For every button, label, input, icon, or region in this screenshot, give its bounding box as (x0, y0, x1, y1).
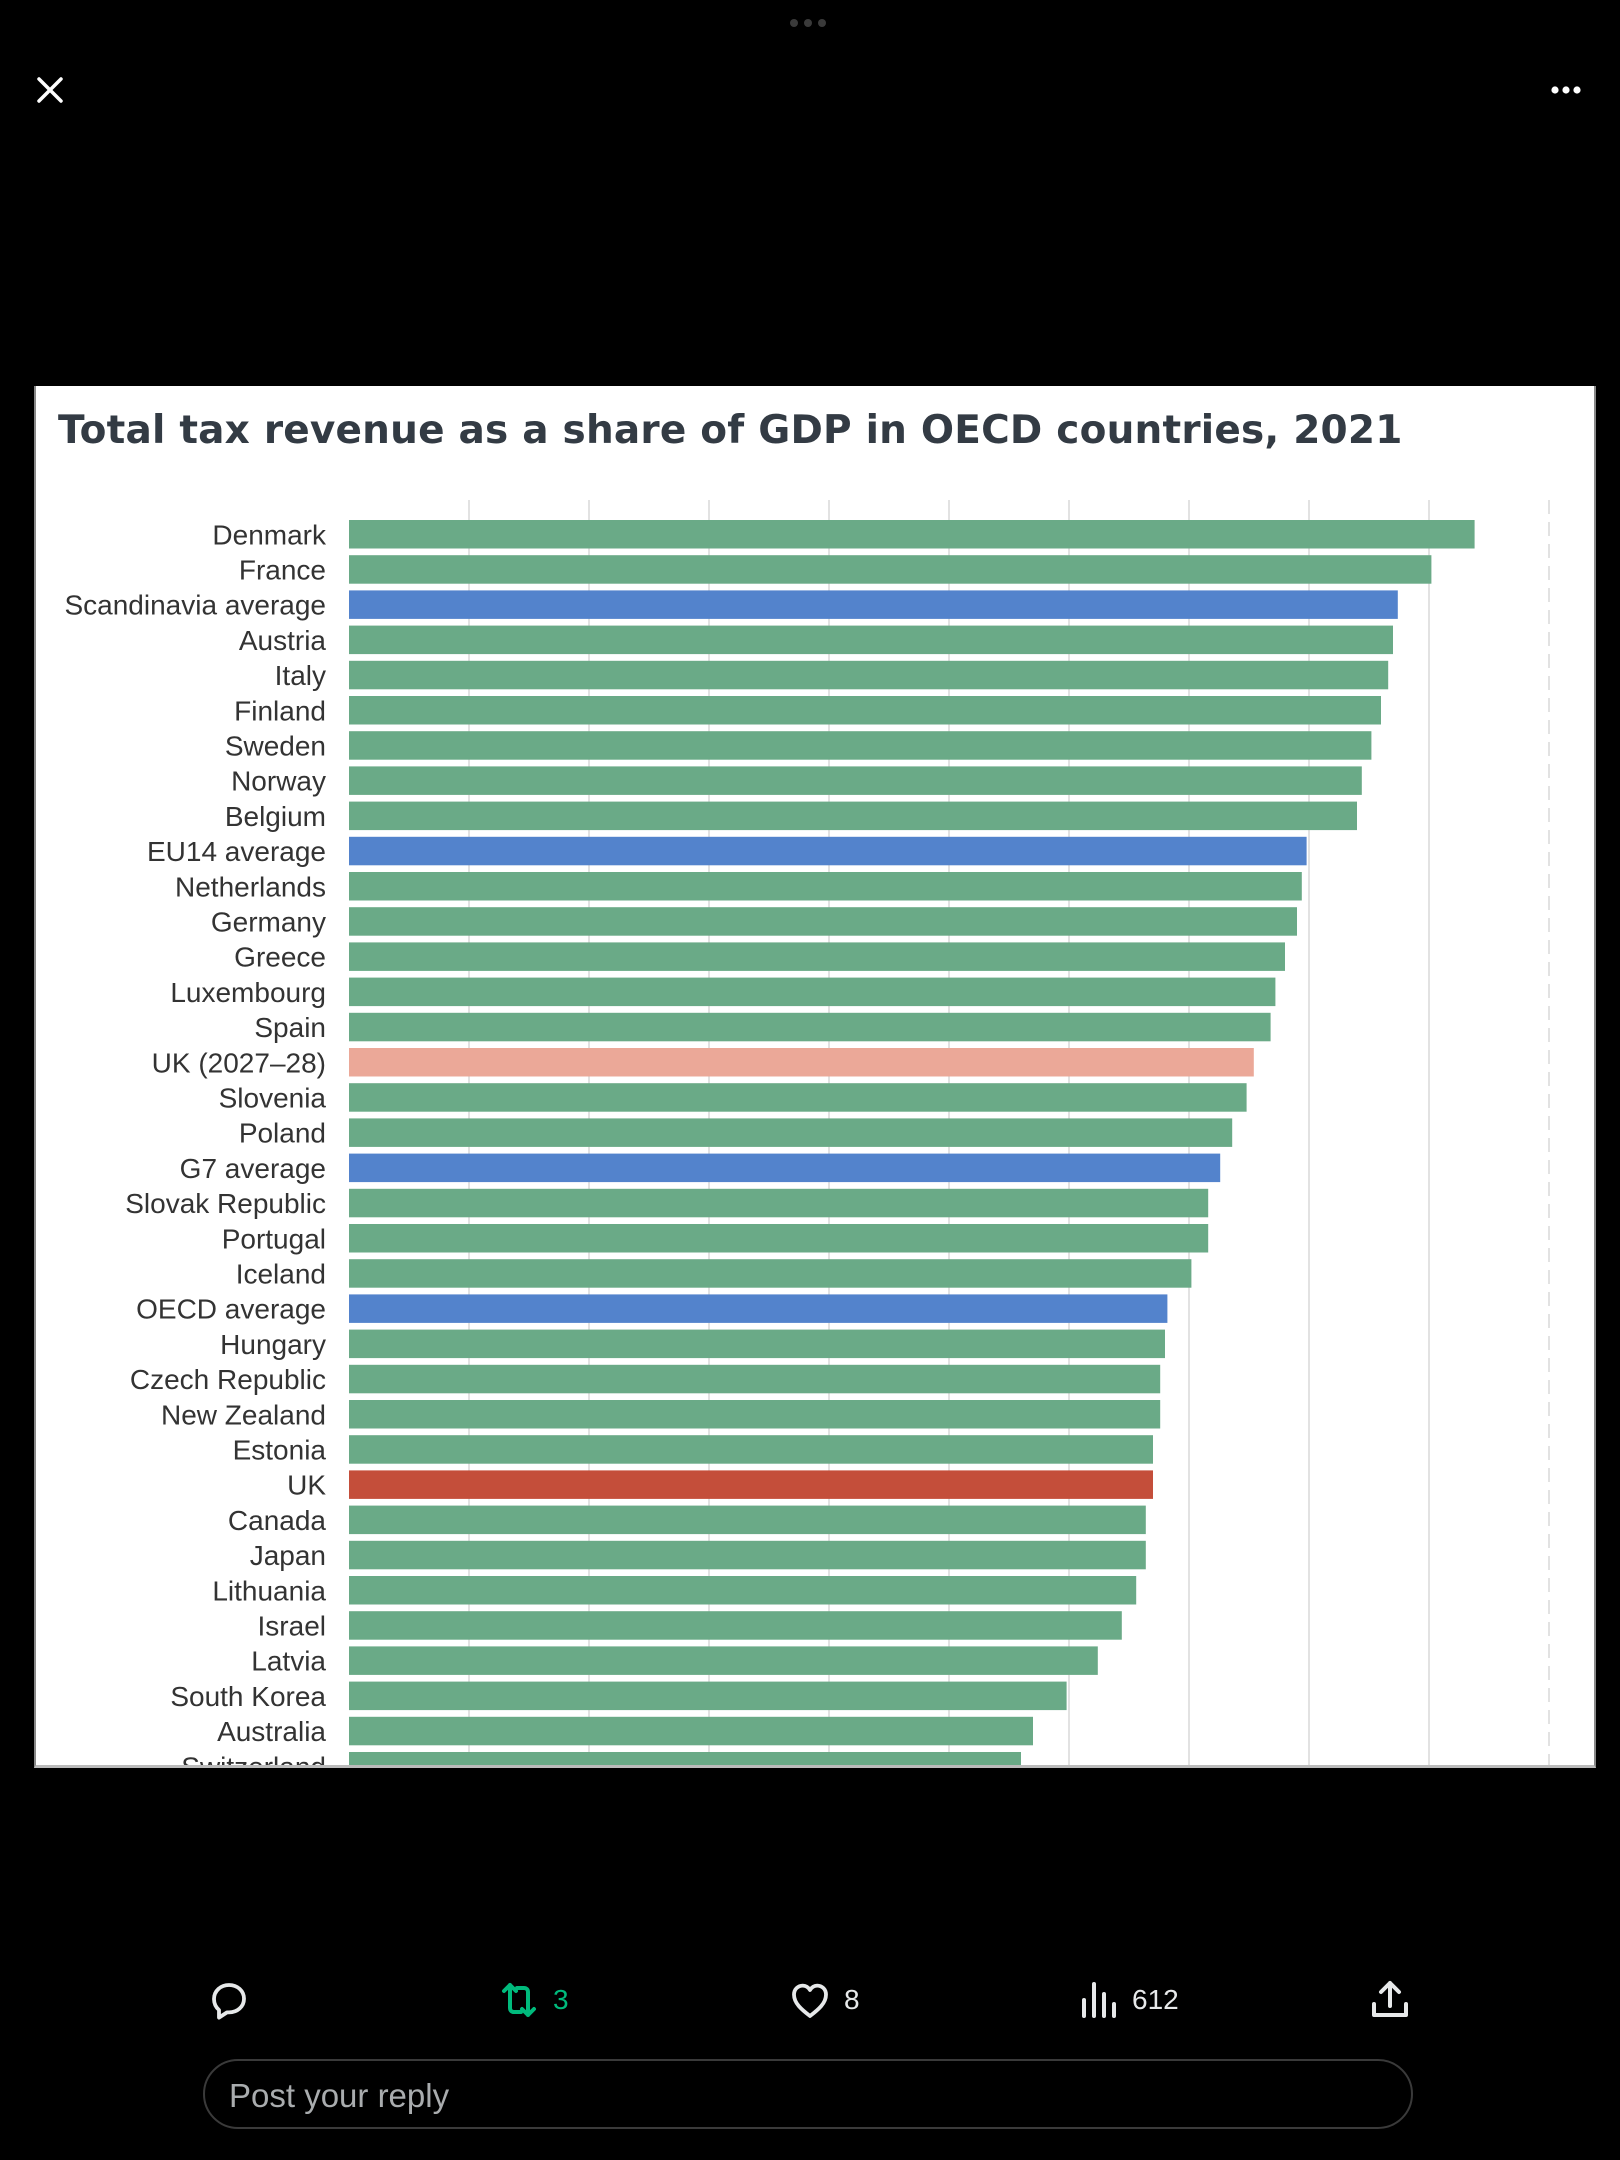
bar (349, 1364, 1161, 1394)
category-label: Slovak Republic (125, 1188, 326, 1219)
category-label: Latvia (251, 1646, 326, 1677)
category-label: Scandinavia average (64, 590, 326, 621)
bar (349, 660, 1389, 690)
ellipsis-icon (1551, 86, 1581, 94)
bar (349, 555, 1432, 584)
category-label: Netherlands (175, 871, 326, 902)
bar (349, 590, 1398, 619)
bar (349, 942, 1285, 971)
bar (349, 907, 1297, 936)
bar (349, 1118, 1233, 1147)
category-label: Switzerland (181, 1751, 326, 1768)
bar (349, 1259, 1192, 1288)
category-label: Lithuania (212, 1575, 326, 1606)
category-label: Slovenia (219, 1082, 327, 1113)
category-label: Hungary (220, 1329, 326, 1360)
bar (349, 1435, 1153, 1464)
bar (349, 801, 1357, 831)
category-label: Spain (254, 1012, 326, 1043)
bar (349, 1012, 1271, 1042)
category-label: Italy (275, 660, 326, 691)
bar (349, 1329, 1165, 1359)
reply-button[interactable] (205, 1974, 253, 2026)
category-label: Australia (217, 1716, 326, 1747)
bar (349, 1153, 1221, 1183)
category-label: Norway (231, 766, 326, 797)
category-label: Japan (250, 1540, 326, 1571)
category-label: Finland (234, 695, 326, 726)
bar (349, 1188, 1209, 1218)
category-label: Canada (228, 1505, 327, 1536)
category-label: Israel (258, 1610, 326, 1641)
bar (349, 1681, 1067, 1711)
reply-bubble-icon (212, 1983, 246, 2020)
category-label: OECD average (136, 1294, 326, 1325)
bar (349, 1083, 1247, 1112)
bar (349, 731, 1372, 760)
reply-input[interactable]: Post your reply (203, 2059, 1413, 2129)
more-options-button[interactable] (1536, 64, 1596, 116)
category-label: Austria (239, 625, 327, 656)
bar (349, 625, 1393, 655)
bar (349, 1400, 1161, 1429)
category-label: Denmark (212, 519, 327, 550)
bar (349, 1716, 1033, 1746)
bar (349, 1294, 1168, 1323)
chart-title: Total tax revenue as a share of GDP in O… (58, 408, 1403, 453)
bar-chart-icon (1082, 1982, 1116, 2018)
category-label: Germany (211, 906, 326, 937)
category-label: UK (287, 1470, 326, 1501)
close-button[interactable] (24, 64, 76, 116)
heart-icon (792, 1983, 828, 2018)
category-label: UK (2027–28) (152, 1047, 326, 1078)
bar (349, 696, 1381, 725)
category-label: Portugal (222, 1223, 326, 1254)
bar (349, 1576, 1137, 1605)
category-label: Poland (239, 1118, 326, 1149)
post-action-bar: 3 8 612 (0, 1960, 1620, 2040)
views-count: 612 (1132, 1984, 1179, 2015)
bar-chart: Denmark France Scandinavia average Austria I… (64, 500, 1550, 1768)
bar (349, 977, 1276, 1007)
bar (349, 1505, 1146, 1535)
bar (349, 1646, 1098, 1675)
bar (349, 1470, 1153, 1499)
category-label: Iceland (236, 1258, 326, 1289)
bar (349, 1752, 1021, 1765)
bar (349, 766, 1362, 795)
like-button[interactable]: 8 (786, 1974, 860, 2026)
category-label: EU14 average (147, 836, 326, 867)
category-label: Belgium (225, 801, 326, 832)
category-label: Estonia (233, 1434, 327, 1465)
bar (349, 836, 1307, 866)
retweet-button[interactable]: 3 (495, 1974, 569, 2026)
reply-placeholder: Post your reply (229, 2077, 450, 2114)
share-upload-icon (1372, 1981, 1408, 2017)
category-label: Czech Republic (130, 1364, 326, 1395)
sheet-handle (787, 14, 833, 27)
category-label: G7 average (180, 1153, 326, 1184)
bar (349, 1540, 1146, 1570)
bar (349, 1611, 1122, 1640)
close-x-icon (37, 77, 63, 103)
bar (349, 1048, 1254, 1077)
like-count: 8 (844, 1984, 860, 2015)
category-label: South Korea (170, 1681, 326, 1712)
bar (349, 520, 1475, 549)
views-button[interactable]: 612 (1078, 1974, 1179, 2026)
bar (349, 872, 1302, 901)
chart-image[interactable]: Total tax revenue as a share of GDP in O… (34, 386, 1596, 1768)
retweet-count: 3 (553, 1984, 569, 2015)
category-label: Sweden (225, 730, 326, 761)
category-label: New Zealand (161, 1399, 326, 1430)
category-label: Greece (234, 942, 326, 973)
bar (349, 1224, 1209, 1253)
retweet-icon (502, 1983, 536, 2017)
category-label: France (239, 554, 326, 585)
category-label: Luxembourg (170, 977, 326, 1008)
share-button[interactable] (1366, 1974, 1414, 2026)
